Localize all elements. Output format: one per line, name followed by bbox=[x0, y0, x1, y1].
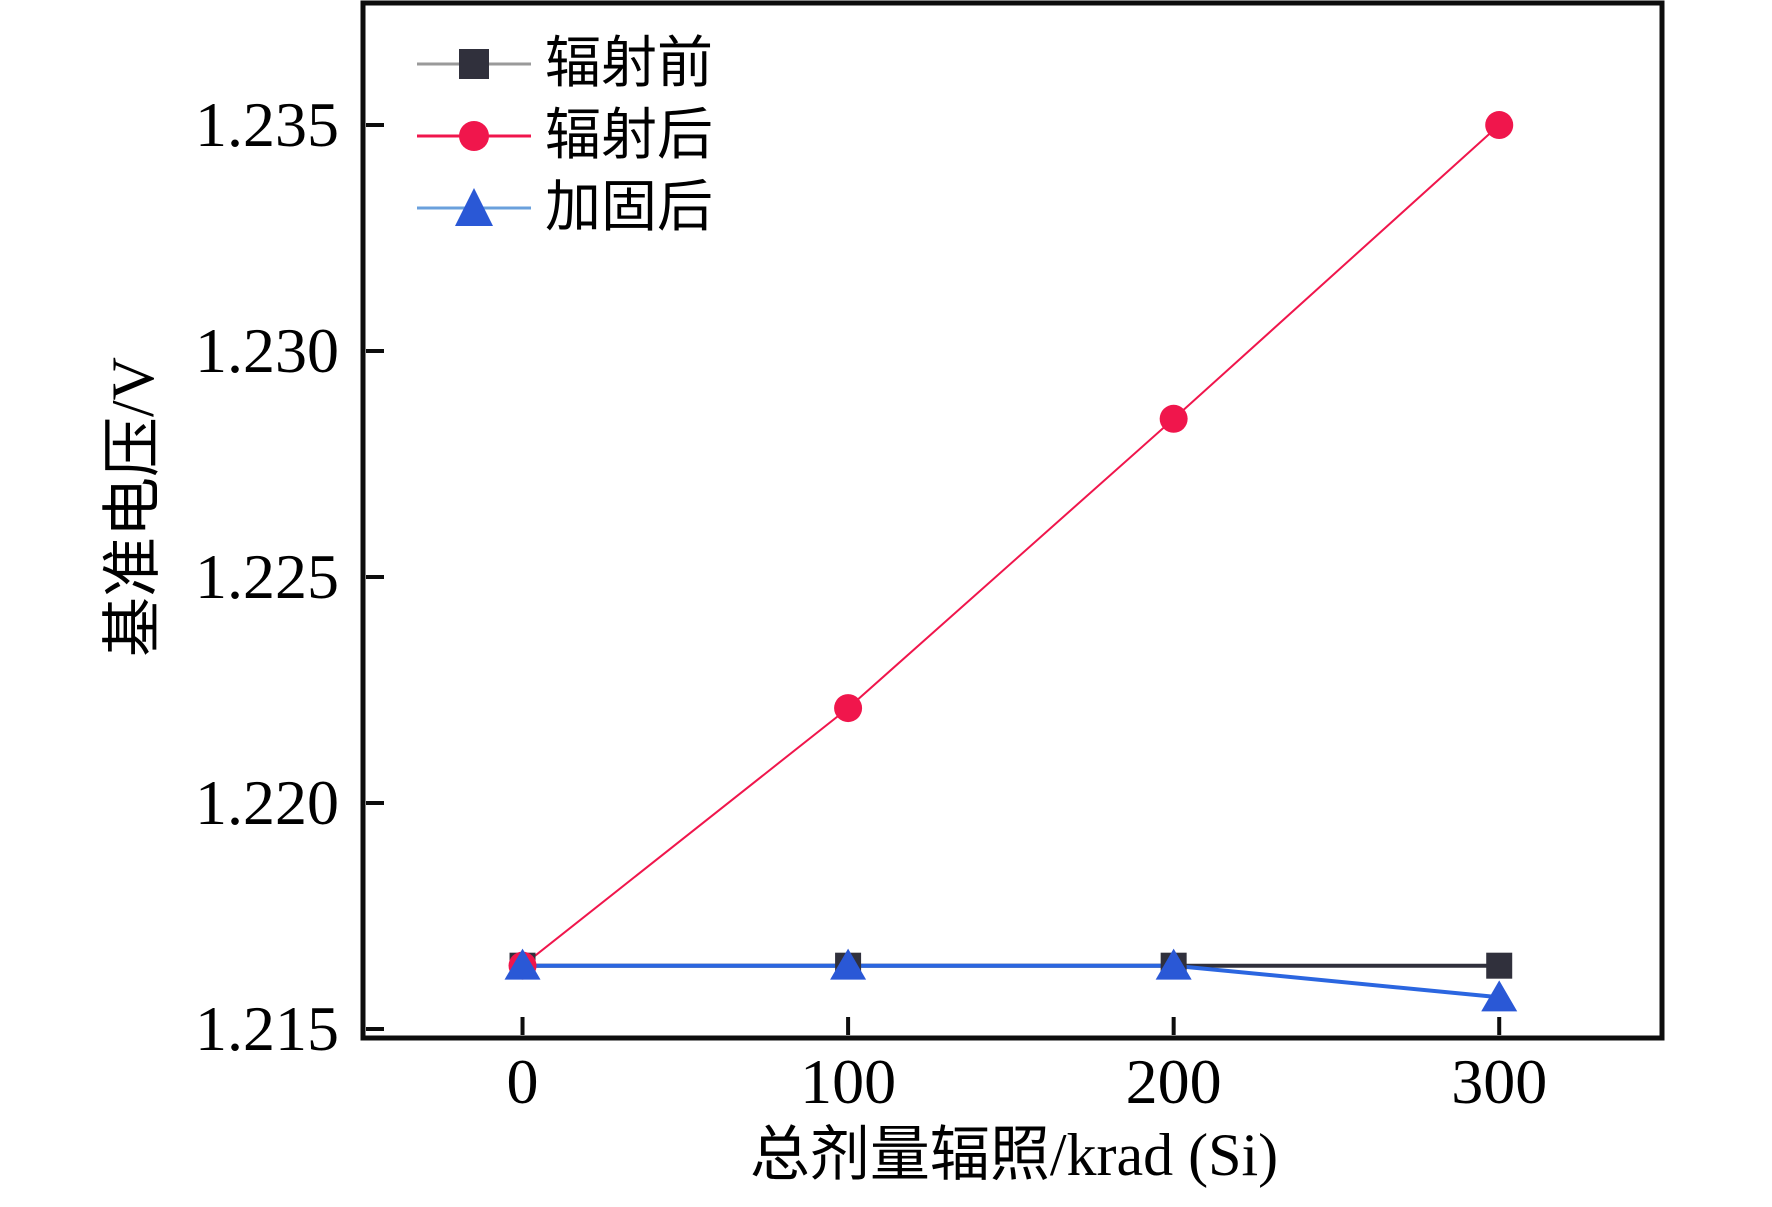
legend-item-pre-irradiation: 辐射前 bbox=[415, 28, 713, 100]
y-axis-tick-label: 1.220 bbox=[195, 766, 339, 838]
x-axis-tick-label: 100 bbox=[800, 1046, 897, 1117]
y-axis-title: 基准电压/V bbox=[100, 357, 166, 657]
legend-label: 辐射后 bbox=[545, 105, 713, 167]
legend-triangle-swatch-icon bbox=[415, 176, 533, 240]
legend-label: 加固后 bbox=[545, 177, 713, 239]
triangle-marker-icon bbox=[1481, 980, 1518, 1012]
triangle-marker-icon bbox=[1155, 948, 1192, 980]
x-axis-title: 总剂量辐照/krad (Si) bbox=[749, 1122, 1279, 1188]
legend-circle-swatch-icon bbox=[415, 104, 533, 168]
legend-square-swatch-icon bbox=[415, 32, 533, 96]
triangle-marker-icon bbox=[830, 948, 867, 980]
y-axis-tick-label: 1.235 bbox=[195, 89, 339, 161]
plot-frame bbox=[360, 0, 1665, 1041]
y-axis-tick-label: 1.230 bbox=[195, 315, 339, 386]
x-axis-tick-label: 300 bbox=[1451, 1046, 1548, 1117]
y-axis-tick-label: 1.225 bbox=[195, 540, 339, 612]
square-marker-icon bbox=[1486, 952, 1513, 979]
circle-marker-icon bbox=[834, 694, 863, 723]
legend-label: 辐射前 bbox=[545, 33, 713, 95]
series-line-circle bbox=[521, 124, 1500, 967]
circle-marker-icon bbox=[1485, 111, 1514, 140]
y-axis-tick-label: 1.215 bbox=[195, 992, 339, 1064]
circle-marker-icon bbox=[1159, 404, 1188, 433]
x-axis-tick-label: 200 bbox=[1125, 1046, 1222, 1117]
legend: 辐射前 辐射后 加固后 bbox=[415, 28, 713, 244]
triangle-marker-icon bbox=[504, 948, 541, 980]
series-line-triangle bbox=[522, 963, 1500, 1000]
x-axis-tick-label: 0 bbox=[506, 1046, 539, 1117]
legend-item-hardened: 加固后 bbox=[415, 172, 713, 244]
legend-item-post-irradiation: 辐射后 bbox=[415, 100, 713, 172]
